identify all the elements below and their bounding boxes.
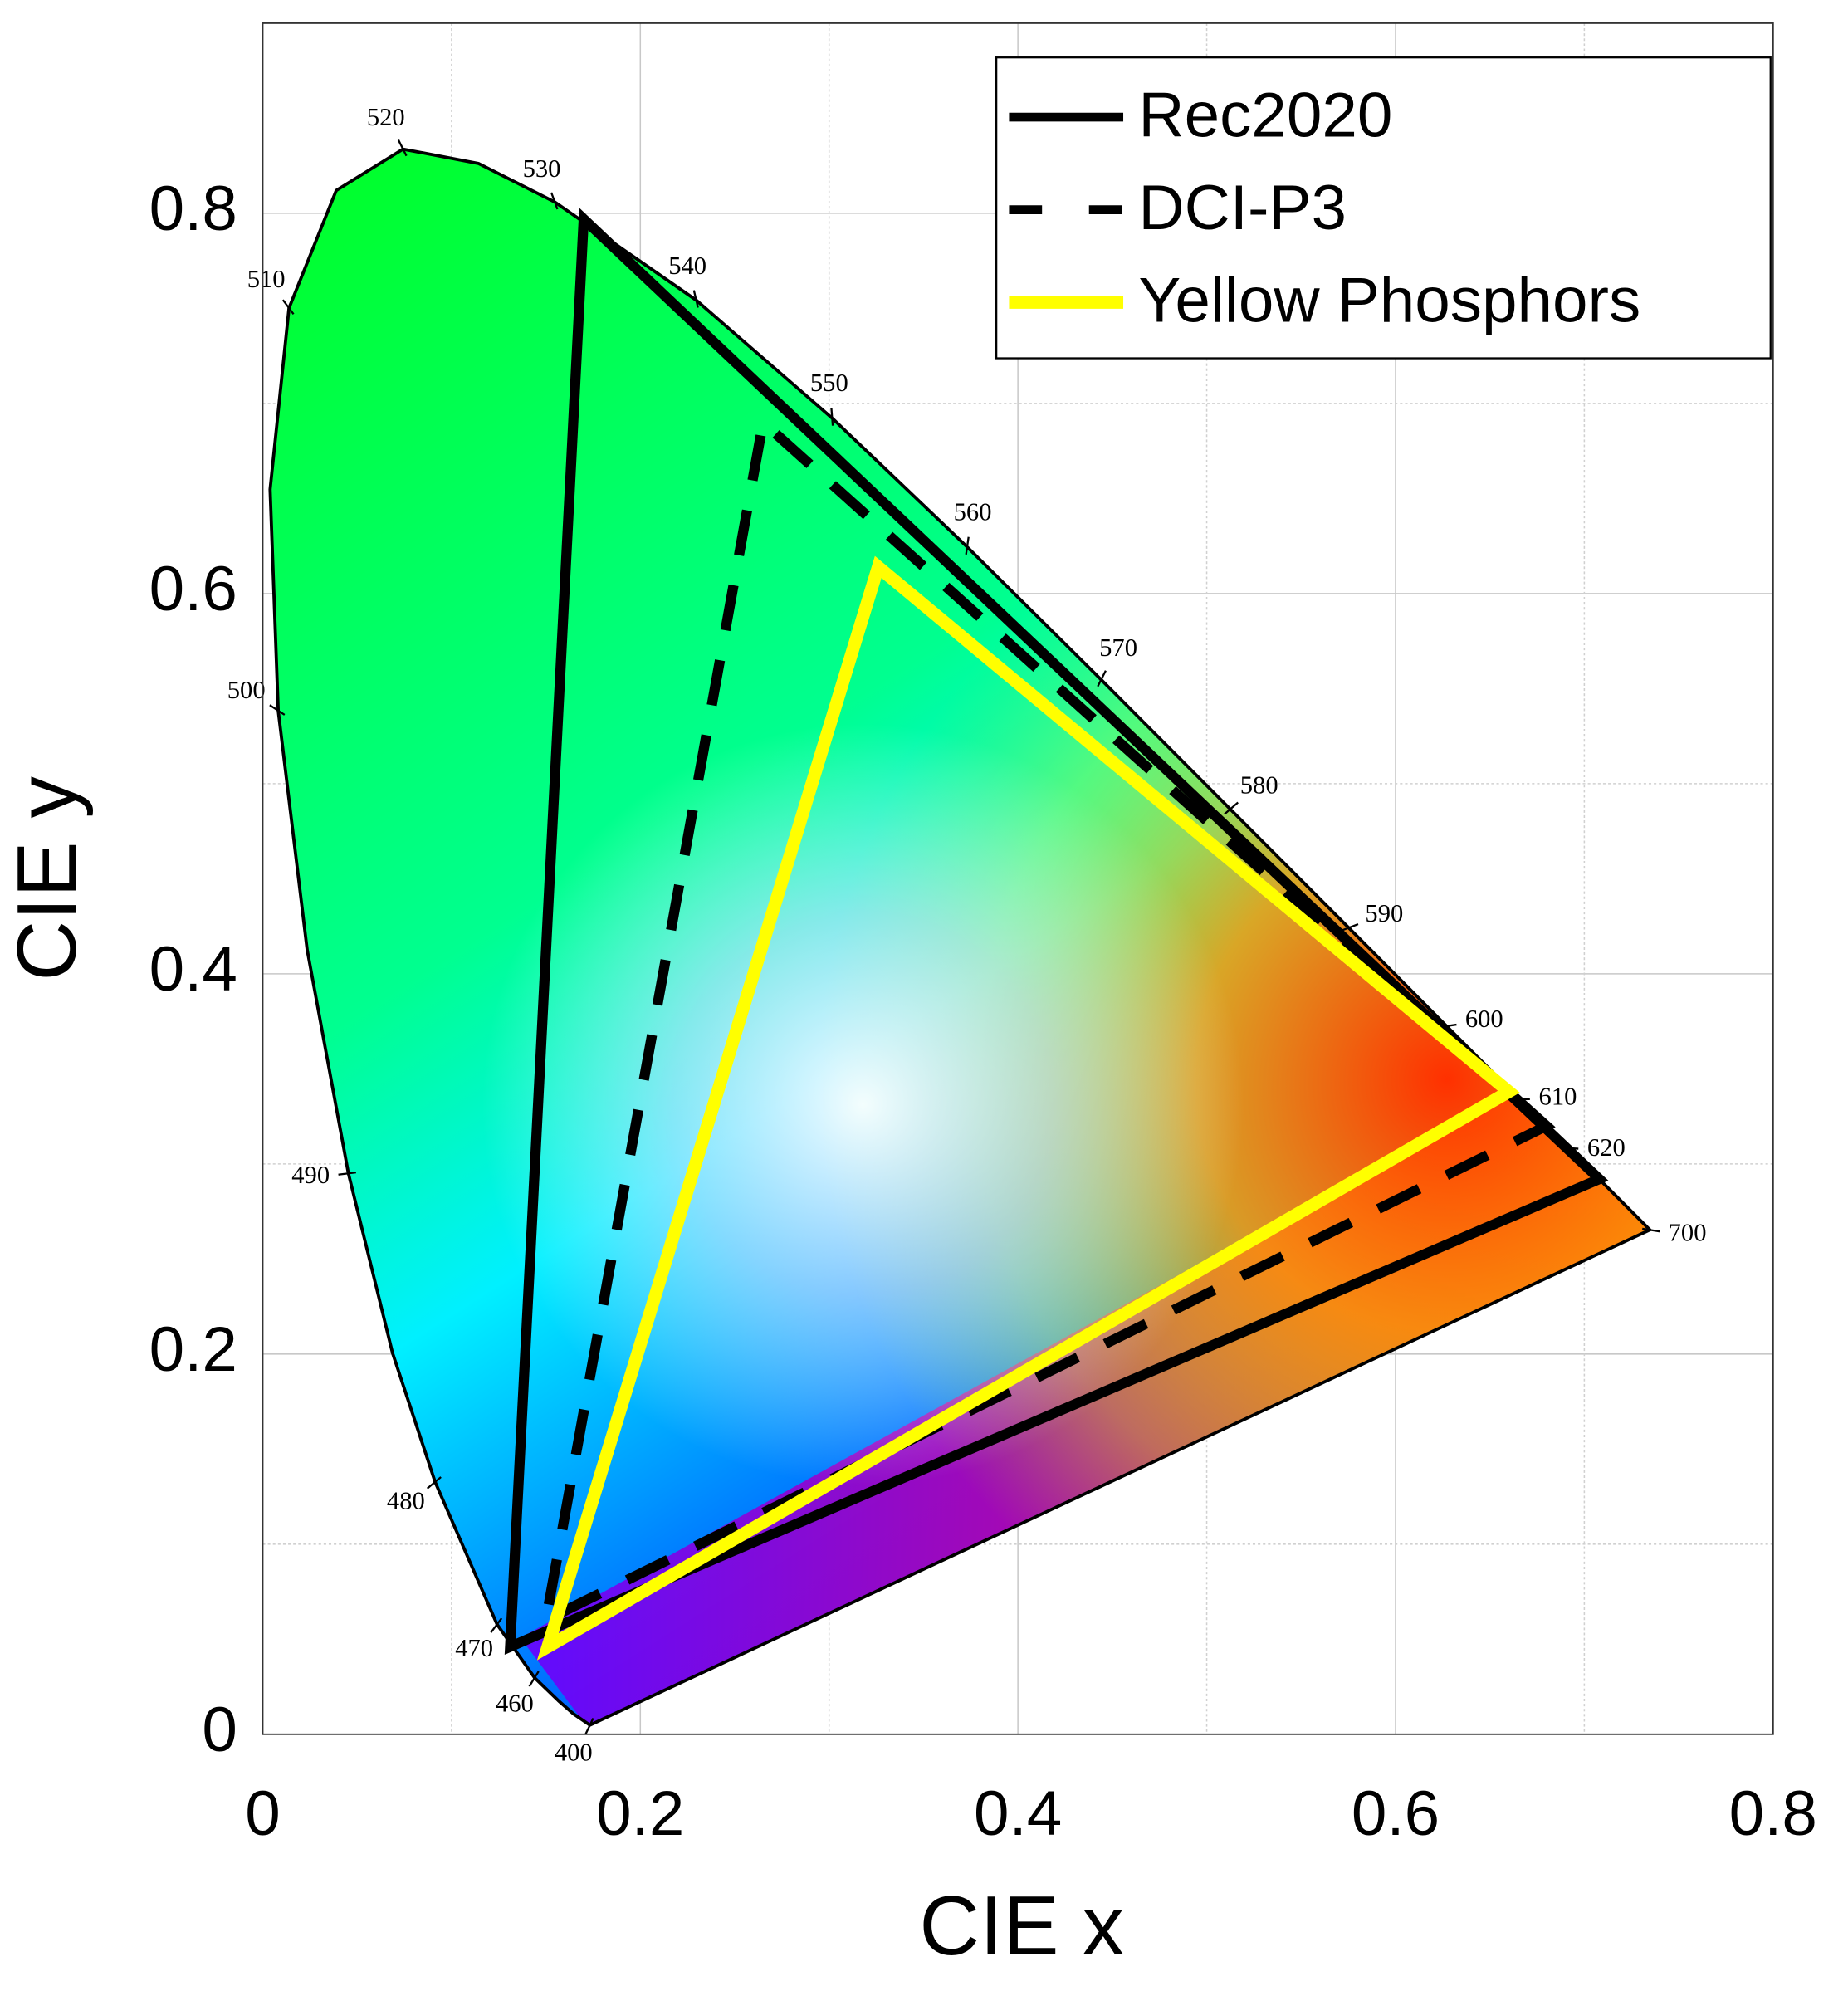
wavelength-label: 460 [496, 1690, 534, 1718]
y-tick-label: 0.6 [149, 554, 237, 624]
wavelength-label: 560 [954, 497, 992, 526]
gamut-triangle [539, 412, 1556, 1630]
x-tick-label: 0.6 [1352, 1778, 1440, 1849]
wavelength-tick [528, 1671, 540, 1687]
wavelength-label: 590 [1365, 899, 1403, 927]
y-tick-label: 0.2 [149, 1314, 237, 1385]
wavelength-label: 520 [367, 103, 405, 131]
wavelength-tick [269, 704, 286, 716]
wavelength-tick [692, 290, 699, 308]
legend-label: Yellow Phosphors [1138, 265, 1640, 335]
wavelength-tick [1341, 922, 1359, 932]
wavelength-label: 620 [1587, 1133, 1626, 1162]
wavelength-tick [550, 192, 559, 210]
plot-frame [262, 22, 1774, 1735]
wavelength-tick [1224, 801, 1239, 815]
y-tick-label: 0.4 [149, 934, 237, 1005]
x-tick-label: 0.2 [596, 1778, 684, 1849]
wavelength-label: 570 [1099, 634, 1137, 662]
wavelength-label: 610 [1539, 1083, 1577, 1111]
gamut-triangle [504, 208, 1609, 1655]
x-tick-label: 0.8 [1729, 1778, 1817, 1849]
wavelength-tick [338, 1172, 356, 1176]
x-tick-label: 0 [245, 1778, 281, 1849]
wavelength-tick [1642, 1227, 1660, 1233]
wavelength-label: 530 [523, 154, 561, 183]
wavelength-label: 510 [247, 265, 286, 293]
wavelength-tick [584, 1718, 594, 1735]
wavelength-tick [965, 536, 970, 555]
wavelength-tick [830, 408, 834, 426]
y-tick-label: 0 [202, 1695, 237, 1765]
x-tick-label: 0.4 [974, 1778, 1062, 1849]
wavelength-label: 600 [1465, 1005, 1503, 1033]
wavelength-tick [397, 139, 408, 157]
wavelength-label: 490 [291, 1161, 330, 1189]
wavelength-tick [490, 1617, 503, 1633]
wavelength-label: 480 [387, 1486, 425, 1514]
wavelength-label: 470 [455, 1634, 493, 1662]
wavelength-tick [426, 1476, 442, 1490]
x-axis-label: CIE x [919, 1880, 1124, 1973]
legend: Rec2020 DCI-P3 Yellow Phosphors [995, 56, 1772, 360]
gamut-triangle [536, 555, 1520, 1661]
wavelength-label: 580 [1240, 771, 1278, 800]
legend-label: Rec2020 [1138, 80, 1392, 150]
wavelength-label: 500 [227, 676, 266, 704]
wavelength-label: 400 [555, 1739, 593, 1767]
legend-label: DCI-P3 [1138, 173, 1347, 243]
legend-box [995, 56, 1772, 360]
fill-white [482, 723, 1244, 1486]
y-tick-label: 0.8 [149, 174, 237, 244]
y-axis-label: CIE y [1, 775, 94, 981]
locus-fill [270, 149, 1650, 1725]
wavelength-label: 540 [668, 252, 706, 280]
wavelength-label: 700 [1669, 1219, 1707, 1247]
wavelength-tick [1097, 670, 1107, 687]
wavelength-tick [281, 299, 295, 315]
wavelength-label: 550 [810, 369, 848, 397]
